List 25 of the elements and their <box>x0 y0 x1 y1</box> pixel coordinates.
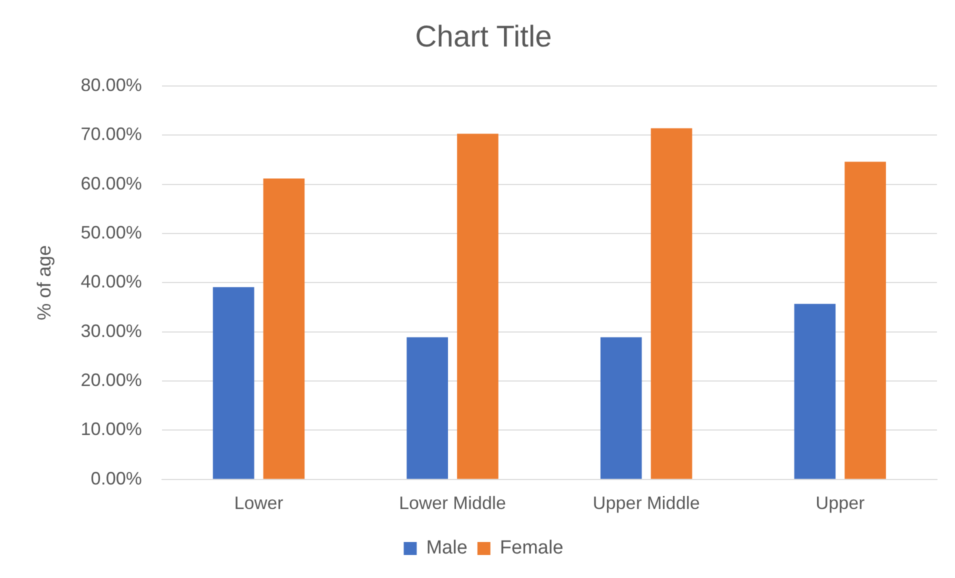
bar <box>600 337 642 479</box>
bar <box>650 128 692 479</box>
legend-label: Male <box>426 538 468 559</box>
bar <box>794 304 836 479</box>
chart-title: Chart Title <box>415 20 552 54</box>
y-tick-label: 30.00% <box>80 320 142 341</box>
legend-label: Female <box>500 538 564 559</box>
y-tick-label: 0.00% <box>90 468 142 488</box>
y-tick-label: 40.00% <box>80 272 142 292</box>
y-axis-title: % of age <box>34 245 56 320</box>
bar <box>212 287 254 479</box>
x-tick-label: Lower Middle <box>399 493 506 514</box>
bar <box>457 134 498 479</box>
y-tick-label: 80.00% <box>80 74 142 95</box>
y-tick-label: 10.00% <box>80 419 142 440</box>
bar <box>406 337 448 479</box>
x-tick-label: Lower <box>234 493 284 514</box>
y-tick-label: 70.00% <box>80 124 142 144</box>
x-tick-label: Upper <box>816 493 865 514</box>
bar <box>844 162 886 479</box>
y-tick-label: 20.00% <box>80 370 142 390</box>
y-tick-label: 60.00% <box>80 173 142 194</box>
x-tick-label: Upper Middle <box>592 493 700 514</box>
bar <box>263 178 305 479</box>
y-tick-label: 50.00% <box>80 222 142 242</box>
